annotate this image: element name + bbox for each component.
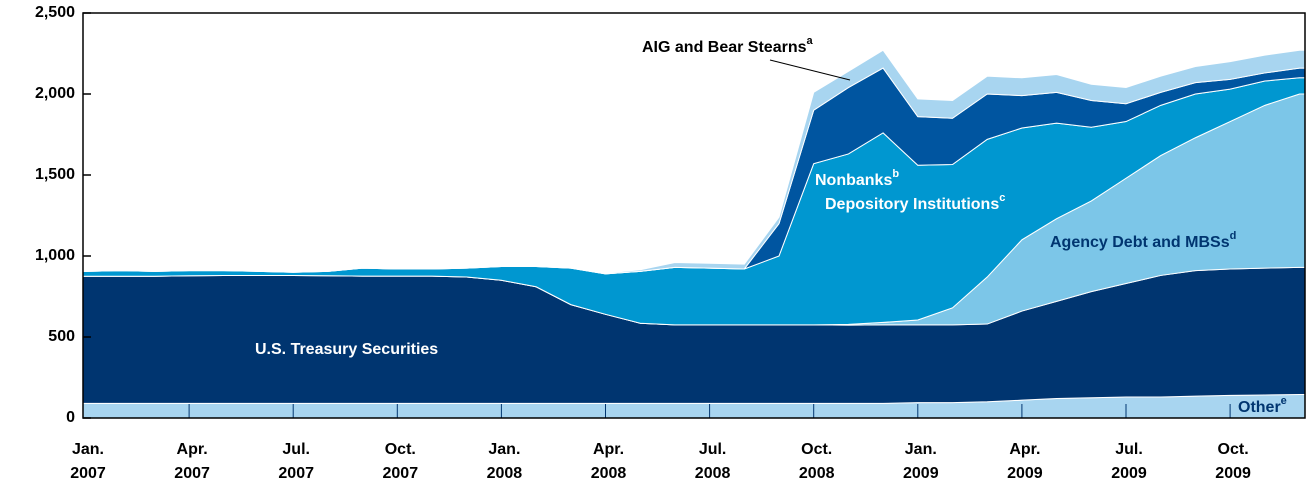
area (83, 49, 1306, 275)
series-label: Agency Debt and MBSsd (1050, 230, 1236, 251)
x-tick-label: Apr. 2009 (1007, 441, 1043, 482)
series-name: Agency Debt and MBSs (1050, 234, 1230, 251)
y-tick-label: 0 (66, 409, 75, 426)
series-name: Nonbanks (815, 172, 892, 189)
x-tick-label: Jan. 2008 (486, 441, 523, 482)
series-note: d (1230, 230, 1237, 242)
y-tick-label: 2,500 (35, 4, 75, 21)
x-tick-label: Apr. 2008 (590, 441, 627, 482)
x-tick-label: Apr. 2007 (174, 441, 210, 482)
x-tick-label: Oct. 2008 (798, 441, 835, 482)
x-tick-label: Jan. 2007 (70, 441, 106, 482)
y-tick-label: 500 (48, 328, 75, 345)
series-label: Othere (1238, 395, 1287, 416)
series-name: Other (1238, 399, 1281, 416)
x-tick-label: Oct. 2009 (1215, 441, 1251, 482)
x-tick-label: Jul. 2007 (278, 441, 314, 482)
leader-line (769, 59, 851, 81)
plot-frame (82, 12, 1306, 419)
y-tick-label: 1,000 (35, 247, 75, 264)
series-name: U.S. Treasury Securities (255, 341, 438, 358)
series-label: U.S. Treasury Securities (255, 341, 438, 358)
series-label: AIG and Bear Stearnsa (642, 35, 814, 56)
x-tick-label: Oct. 2007 (382, 441, 419, 482)
y-tick-label: 1,500 (35, 166, 75, 183)
series-note: e (1281, 395, 1287, 407)
series-label: Depository Institutionsc (825, 192, 1005, 213)
series-note: a (807, 35, 814, 47)
x-tick-label: Jul. 2009 (1111, 441, 1147, 482)
x-tick-label: Jul. 2008 (694, 441, 731, 482)
x-tick-label: Jan. 2009 (903, 441, 939, 482)
series-note: c (999, 192, 1005, 204)
series-note: b (892, 168, 899, 180)
series-name: Depository Institutions (825, 196, 999, 213)
series-label: Nonbanksb (815, 168, 899, 189)
y-tick-label: 2,000 (35, 85, 75, 102)
series-name: AIG and Bear Stearns (642, 39, 807, 56)
